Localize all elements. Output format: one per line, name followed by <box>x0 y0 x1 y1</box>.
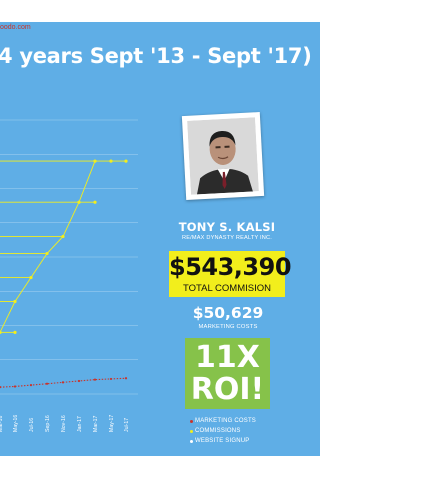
x-tick-label: Jan-17 <box>77 416 83 432</box>
commission-chart: Mar-16 May-16 Jul-16 Sep-16 Nov-16 Jan-17 Mar-… <box>0 119 138 432</box>
chart-legend: MARKETING COSTS COMMISSIONS WEBSITE SIGN… <box>190 416 256 446</box>
legend-item: MARKETING COSTS <box>190 416 256 426</box>
roi-multiplier: 11X <box>195 340 260 375</box>
legend-item: WEBSITE SIGNUP <box>190 436 256 446</box>
x-tick-label: May-16 <box>13 415 19 432</box>
legend-item: COMMISSIONS <box>190 426 256 436</box>
x-tick-label: Jul-16 <box>29 418 35 432</box>
marketing-cost-point <box>77 379 81 383</box>
marketing-cost-point <box>13 385 17 388</box>
marketing-value: $50,629 <box>192 304 264 322</box>
commission-point <box>109 159 113 163</box>
legend-dot <box>190 419 193 423</box>
x-tick-label: May-17 <box>109 415 115 432</box>
commission-point <box>13 330 17 334</box>
commission-point <box>124 159 128 163</box>
agent-name: TONY S. KALSI <box>178 220 276 234</box>
marketing-cost-point <box>0 386 2 389</box>
x-tick-label: Mar-16 <box>0 415 4 432</box>
source-url: oodo.com <box>0 24 31 31</box>
x-tick-label: Jul-17 <box>124 418 130 432</box>
commission-point <box>93 200 97 204</box>
marketing-cost-point <box>93 378 97 381</box>
page-title: 4 years Sept '13 - Sept '17) <box>0 44 312 68</box>
agent-photo <box>181 112 265 200</box>
commission-box: $543,390 TOTAL COMMISION <box>169 251 292 297</box>
legend-label: COMMISSIONS <box>195 428 241 434</box>
legend-label: WEBSITE SIGNUP <box>195 438 250 444</box>
agent-company: RE/MAX DYNASTY REALTY INC. <box>181 235 273 241</box>
x-tick-label: Sep-16 <box>45 415 51 432</box>
x-tick-label: Mar-17 <box>93 415 99 432</box>
legend-dot <box>190 439 193 443</box>
marketing-cost-point <box>109 377 113 381</box>
marketing-cost-point <box>45 382 49 385</box>
roi-box: 11X ROI! <box>185 338 270 409</box>
agent-portrait-image <box>187 117 259 195</box>
commission-label: TOTAL COMMISION <box>183 283 271 294</box>
commission-value: $543,390 <box>169 253 292 281</box>
marketing-label: MARKETING COSTS <box>198 324 258 330</box>
legend-dot <box>190 429 193 433</box>
marketing-cost-point <box>61 381 65 384</box>
legend-label: MARKETING COSTS <box>195 418 257 424</box>
x-tick-label: Nov-16 <box>61 415 67 432</box>
marketing-cost-point <box>124 377 128 380</box>
commission-trend-line <box>0 160 96 333</box>
roi-label: ROI! <box>190 372 265 407</box>
infographic-panel: oodo.com 4 years Sept '13 - Sept '17) Ma… <box>0 22 320 456</box>
marketing-cost-point <box>29 383 33 387</box>
